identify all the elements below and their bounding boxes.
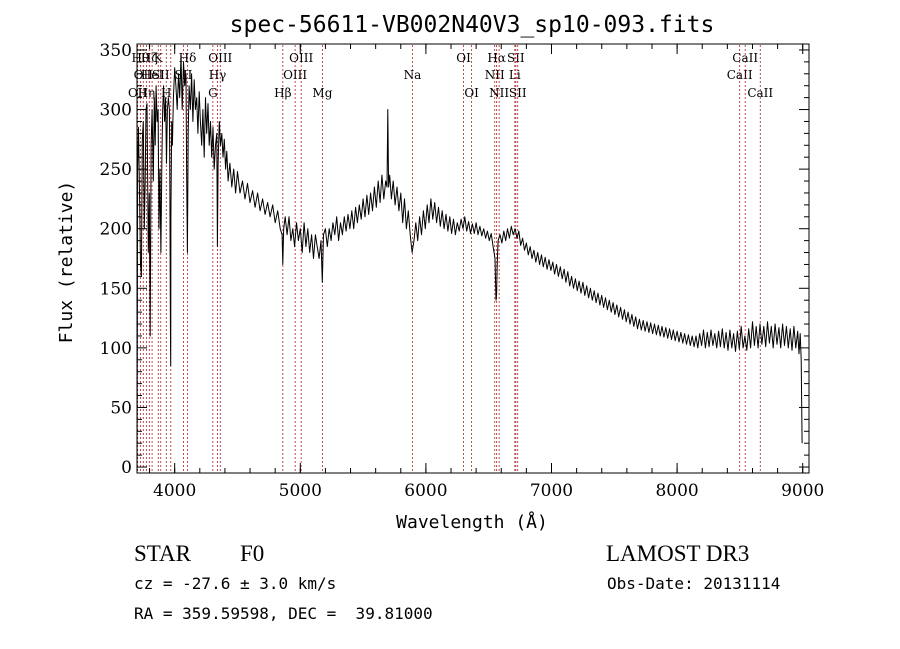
chart-title: spec-56611-VB002N40V3_sp10-093.fits: [230, 12, 715, 38]
plot-frame: [136, 43, 810, 474]
y-tick-label: 100: [100, 339, 132, 359]
x-axis-label: Wavelength (Å): [396, 511, 548, 533]
line-label: K: [154, 51, 164, 65]
y-axis-label: Flux (relative): [56, 181, 77, 344]
object-class: STAR: [134, 541, 191, 566]
line-label: OII: [134, 68, 154, 82]
line-label: Mg: [312, 86, 332, 100]
line-label: H: [161, 86, 171, 100]
x-tick-label: 5000: [279, 481, 322, 501]
line-label: CaII: [747, 86, 773, 100]
y-tick-label: 350: [100, 41, 132, 61]
line-label: Li: [509, 68, 521, 82]
observation-date: Obs-Date: 20131114: [607, 574, 781, 593]
line-label: NII: [485, 68, 505, 82]
spectrum-layer: [136, 55, 803, 468]
x-tick-label: 8000: [655, 481, 698, 501]
line-label: Hζ: [141, 51, 158, 65]
line-label: CaII: [727, 68, 753, 82]
spectrum-line: [136, 55, 803, 468]
line-label: Hα: [487, 51, 506, 65]
line-label: OIII: [283, 68, 307, 82]
sky-coordinates: RA = 359.59598, DEC = 39.81000: [134, 604, 433, 623]
line-label: Hγ: [209, 68, 227, 82]
axis-ticks: 4000 5000 6000 7000 8000 9000 0 50 100 150 200 250 3…: [100, 41, 825, 501]
line-label: Hβ: [274, 86, 291, 100]
line-label: SII: [507, 51, 525, 65]
y-tick-label: 250: [100, 160, 132, 180]
x-tick-label: 4000: [153, 481, 196, 501]
line-label: OII: [128, 86, 148, 100]
line-label: SII: [152, 68, 170, 82]
y-tick-label: 300: [100, 101, 132, 121]
x-tick-label: 6000: [404, 481, 447, 501]
line-label: Hη: [138, 86, 156, 100]
line-label: OIII: [208, 51, 232, 65]
line-label: G: [208, 86, 218, 100]
line-label: CaII: [732, 51, 758, 65]
object-subclass: F0: [240, 541, 265, 566]
y-tick-label: 150: [100, 279, 132, 299]
redshift-velocity: cz = -27.6 ± 3.0 km/s: [134, 574, 337, 593]
x-tick-label: 7000: [530, 481, 573, 501]
line-label: NII: [489, 86, 509, 100]
line-label: Hθ: [132, 51, 150, 65]
line-markers: OIIHθOIIHηHζHeIKSIIHHδSIIGHγOIIIHβOIIIOI…: [128, 45, 773, 472]
y-tick-label: 50: [110, 398, 132, 418]
line-label: Hδ: [179, 51, 197, 65]
line-label: OI: [456, 51, 471, 65]
spectrum-chart: spec-56611-VB002N40V3_sp10-093.fits OIIH…: [56, 12, 825, 533]
line-label: SII: [509, 86, 527, 100]
y-tick-label: 200: [100, 220, 132, 240]
x-tick-label: 9000: [781, 481, 824, 501]
y-tick-label: 0: [121, 458, 132, 478]
survey-name: LAMOST DR3: [606, 541, 750, 566]
line-label: Na: [404, 68, 422, 82]
line-label: OI: [464, 86, 479, 100]
line-label: OIII: [289, 51, 313, 65]
